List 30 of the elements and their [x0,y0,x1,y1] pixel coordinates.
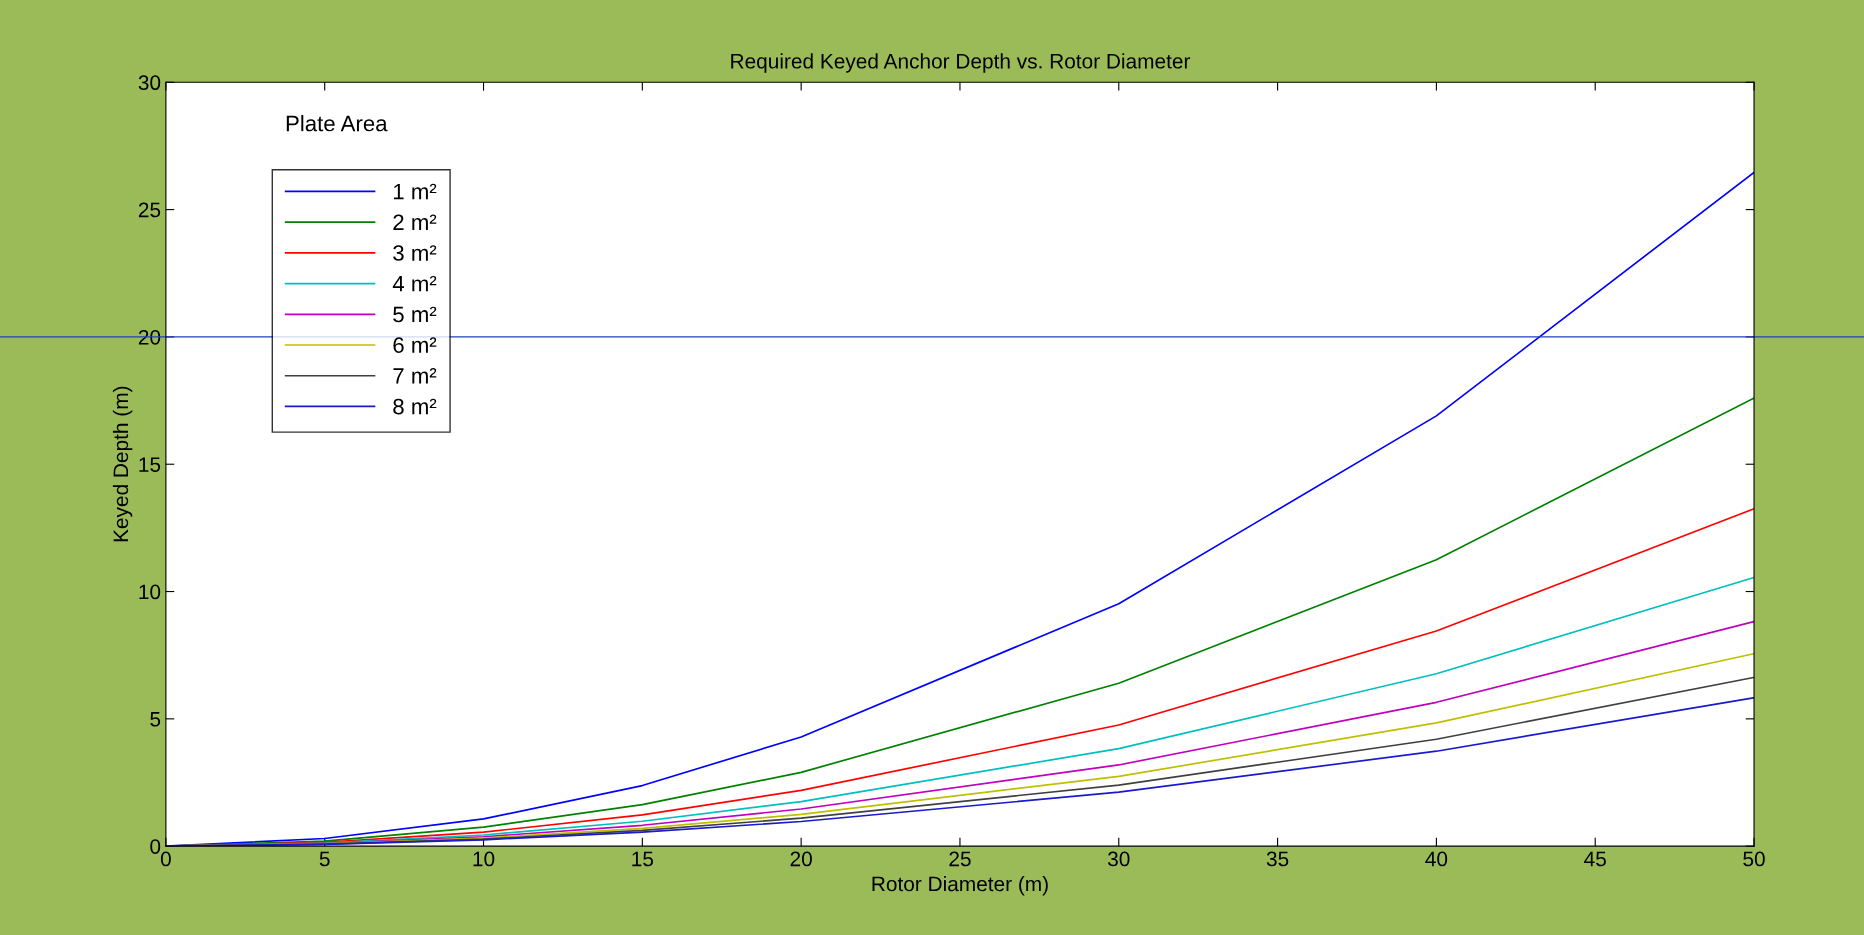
legend-label: 4 m² [392,275,437,292]
x-tick-label: 20 [790,851,812,867]
y-tick-label: 0 [150,839,161,854]
x-tick-label: 5 [319,851,330,867]
x-tick-label: 0 [160,851,171,867]
y-tick-label: 20 [138,329,161,345]
x-tick-label: 40 [1425,851,1448,867]
legend-label: 5 m² [393,306,437,323]
legend-label: 2 m² [393,214,437,230]
x-tick-label: 35 [1266,851,1289,867]
y-tick-label: 30 [138,75,161,91]
legend-title: Plate Area [286,115,388,132]
y-tick-label: 15 [139,457,161,472]
x-tick-label: 25 [949,851,971,867]
legend-label: 1 m² [393,183,437,200]
y-axis-title: Keyed Depth (m) [112,386,133,542]
x-tick-label: 45 [1584,851,1606,867]
legend-label: 7 m² [393,368,437,384]
legend-label: 3 m² [393,245,437,261]
x-tick-label: 30 [1107,851,1130,867]
x-tick-label: 50 [1743,851,1765,867]
legend-label: 8 m² [393,398,437,415]
x-tick-label: 15 [632,851,654,867]
legend-label: 6 m² [393,337,437,354]
x-axis-title: Rotor Diameter (m) [872,876,1048,896]
chart-title: Required Keyed Anchor Depth vs. Rotor Diameter [731,53,1191,73]
y-tick-label: 25 [138,202,161,218]
y-tick-label: 5 [150,712,161,727]
x-tick-label: 10 [473,851,495,867]
y-tick-label: 10 [139,584,161,600]
